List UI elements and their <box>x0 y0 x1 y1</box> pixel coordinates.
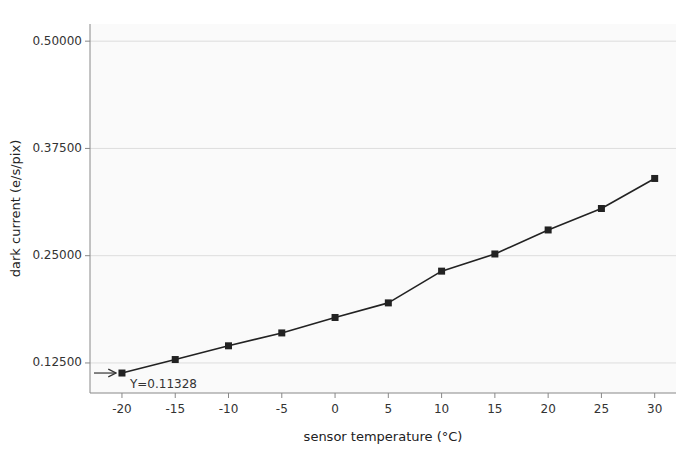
x-tick <box>548 393 549 398</box>
grid-line <box>90 255 676 256</box>
y-tick <box>85 41 90 42</box>
y-tick-label: 0.12500 <box>32 355 82 369</box>
data-point <box>332 314 339 321</box>
x-tick-label: -15 <box>165 402 185 416</box>
data-point <box>491 250 498 257</box>
axes: 0.12500 0.25000 0.37500 0.50000 -20 -15 -10 -5 0… <box>32 24 676 416</box>
x-tick-label: 25 <box>594 402 609 416</box>
x-tick <box>121 393 122 398</box>
annotations: Y=0.11328 <box>94 373 197 391</box>
x-tick-label: 5 <box>385 402 393 416</box>
data <box>118 175 658 377</box>
x-tick-label: -10 <box>219 402 239 416</box>
y-tick-label: 0.50000 <box>32 34 82 48</box>
grid-line <box>90 148 676 149</box>
y-tick-label: 0.37500 <box>32 141 82 155</box>
y-axis-line <box>90 24 91 393</box>
x-tick-label: 30 <box>647 402 662 416</box>
x-tick <box>228 393 229 398</box>
grid <box>90 41 676 363</box>
x-tick <box>441 393 442 398</box>
x-axis-label: sensor temperature (°C) <box>304 429 463 444</box>
x-tick-label: 0 <box>331 402 339 416</box>
grid-line <box>90 41 676 42</box>
x-tick-label: 20 <box>541 402 556 416</box>
x-tick <box>388 393 389 398</box>
y-tick <box>85 362 90 363</box>
x-tick-label: -5 <box>276 402 288 416</box>
x-tick <box>654 393 655 398</box>
x-tick-label: 10 <box>434 402 449 416</box>
y-tick <box>85 148 90 149</box>
x-tick-label: -20 <box>112 402 132 416</box>
data-point <box>545 226 552 233</box>
y-axis-label: dark current (e/s/pix) <box>8 140 23 277</box>
data-point <box>225 342 232 349</box>
data-point <box>385 299 392 306</box>
x-axis-line <box>90 393 676 394</box>
x-tick <box>175 393 176 398</box>
data-point <box>118 370 125 377</box>
data-point <box>438 268 445 275</box>
x-tick <box>281 393 282 398</box>
page: {"chart_data": {"type": "line", "x": [-2… <box>0 0 700 455</box>
data-point <box>278 329 285 336</box>
data-point <box>651 175 658 182</box>
x-tick-label: 15 <box>487 402 502 416</box>
annotation-arrow <box>94 372 116 373</box>
x-tick <box>494 393 495 398</box>
y-tick-label: 0.25000 <box>32 248 82 262</box>
chart: 0.12500 0.25000 0.37500 0.50000 -20 -15 -10 -5 0… <box>0 0 700 455</box>
annotation-text: Y=0.11328 <box>129 377 197 391</box>
plot-background <box>90 24 676 393</box>
y-tick <box>85 255 90 256</box>
x-tick <box>335 393 336 398</box>
data-point <box>598 205 605 212</box>
x-tick <box>601 393 602 398</box>
data-point <box>172 356 179 363</box>
data-line <box>122 178 655 373</box>
